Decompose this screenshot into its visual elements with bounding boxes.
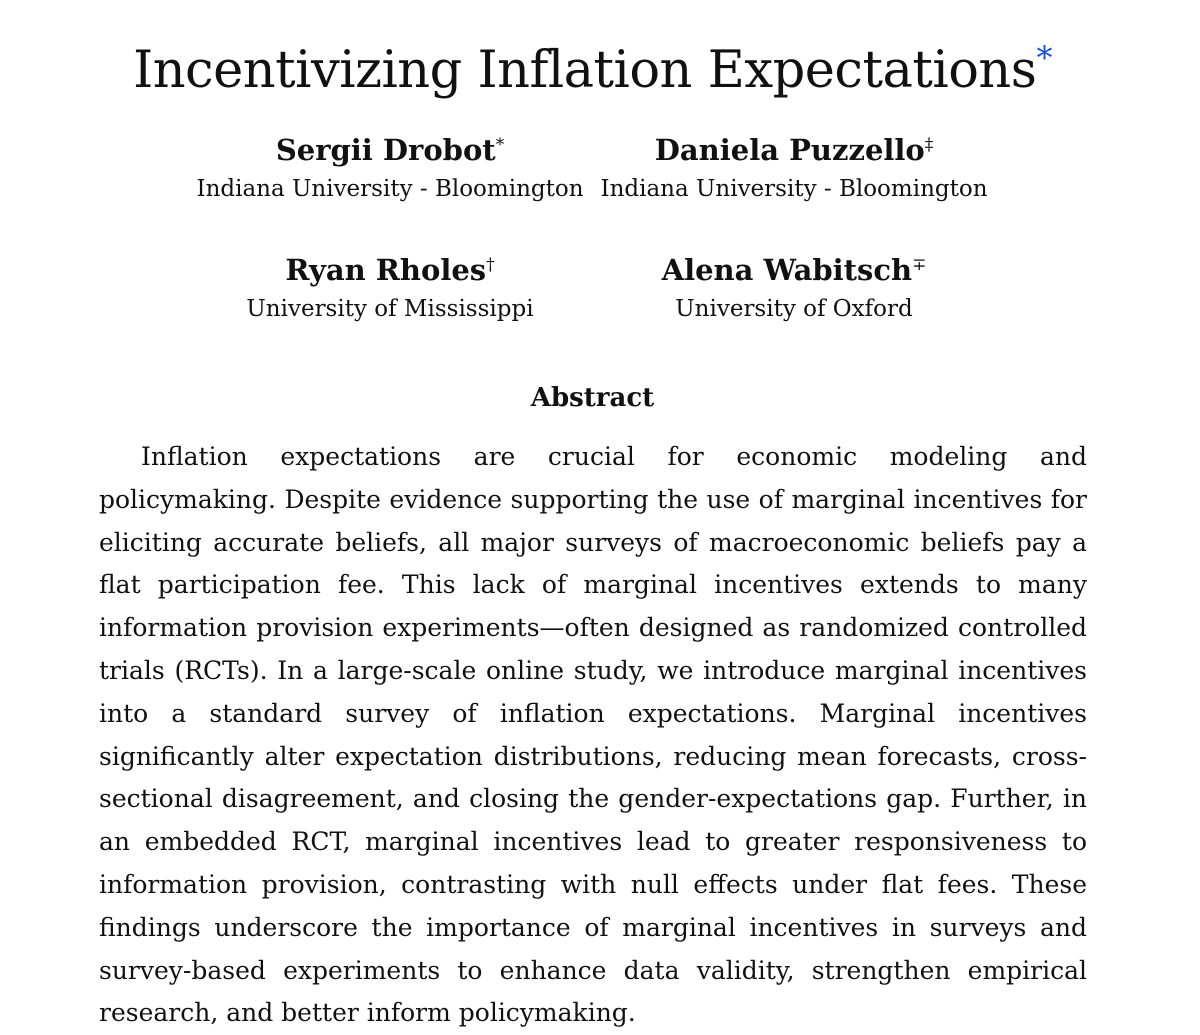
author-footnote-mark: ∓	[912, 255, 927, 275]
author-name: Sergii Drobot*	[275, 133, 505, 167]
author-block: Alena Wabitsch∓ University of Oxford	[584, 252, 1004, 324]
author-affiliation: University of Oxford	[675, 296, 913, 322]
author-block: Ryan Rholes† University of Mississippi	[180, 252, 600, 324]
author-name: Daniela Puzzello‡	[654, 133, 934, 167]
author-name: Alena Wabitsch∓	[661, 253, 927, 287]
author-footnote-mark: †	[486, 255, 495, 275]
author-footnote-mark: *	[495, 135, 505, 155]
author-block: Daniela Puzzello‡ Indiana University - B…	[584, 132, 1004, 204]
author-affiliation: University of Mississippi	[246, 296, 534, 322]
author-block: Sergii Drobot* Indiana University - Bloo…	[180, 132, 600, 204]
abstract-text: Inflation expectations are crucial for e…	[99, 442, 1087, 1028]
author-affiliation: Indiana University - Bloomington	[600, 176, 988, 202]
author-footnote-mark: ‡	[924, 135, 934, 155]
abstract-heading: Abstract	[530, 383, 655, 413]
paper-title: Incentivizing Inflation Expectations*	[0, 26, 1185, 103]
author-name: Ryan Rholes†	[285, 253, 495, 287]
paper-title-text: Incentivizing Inflation Expectations	[133, 41, 1037, 100]
title-footnote-link[interactable]: *	[1036, 39, 1052, 77]
author-affiliation: Indiana University - Bloomington	[196, 176, 584, 202]
